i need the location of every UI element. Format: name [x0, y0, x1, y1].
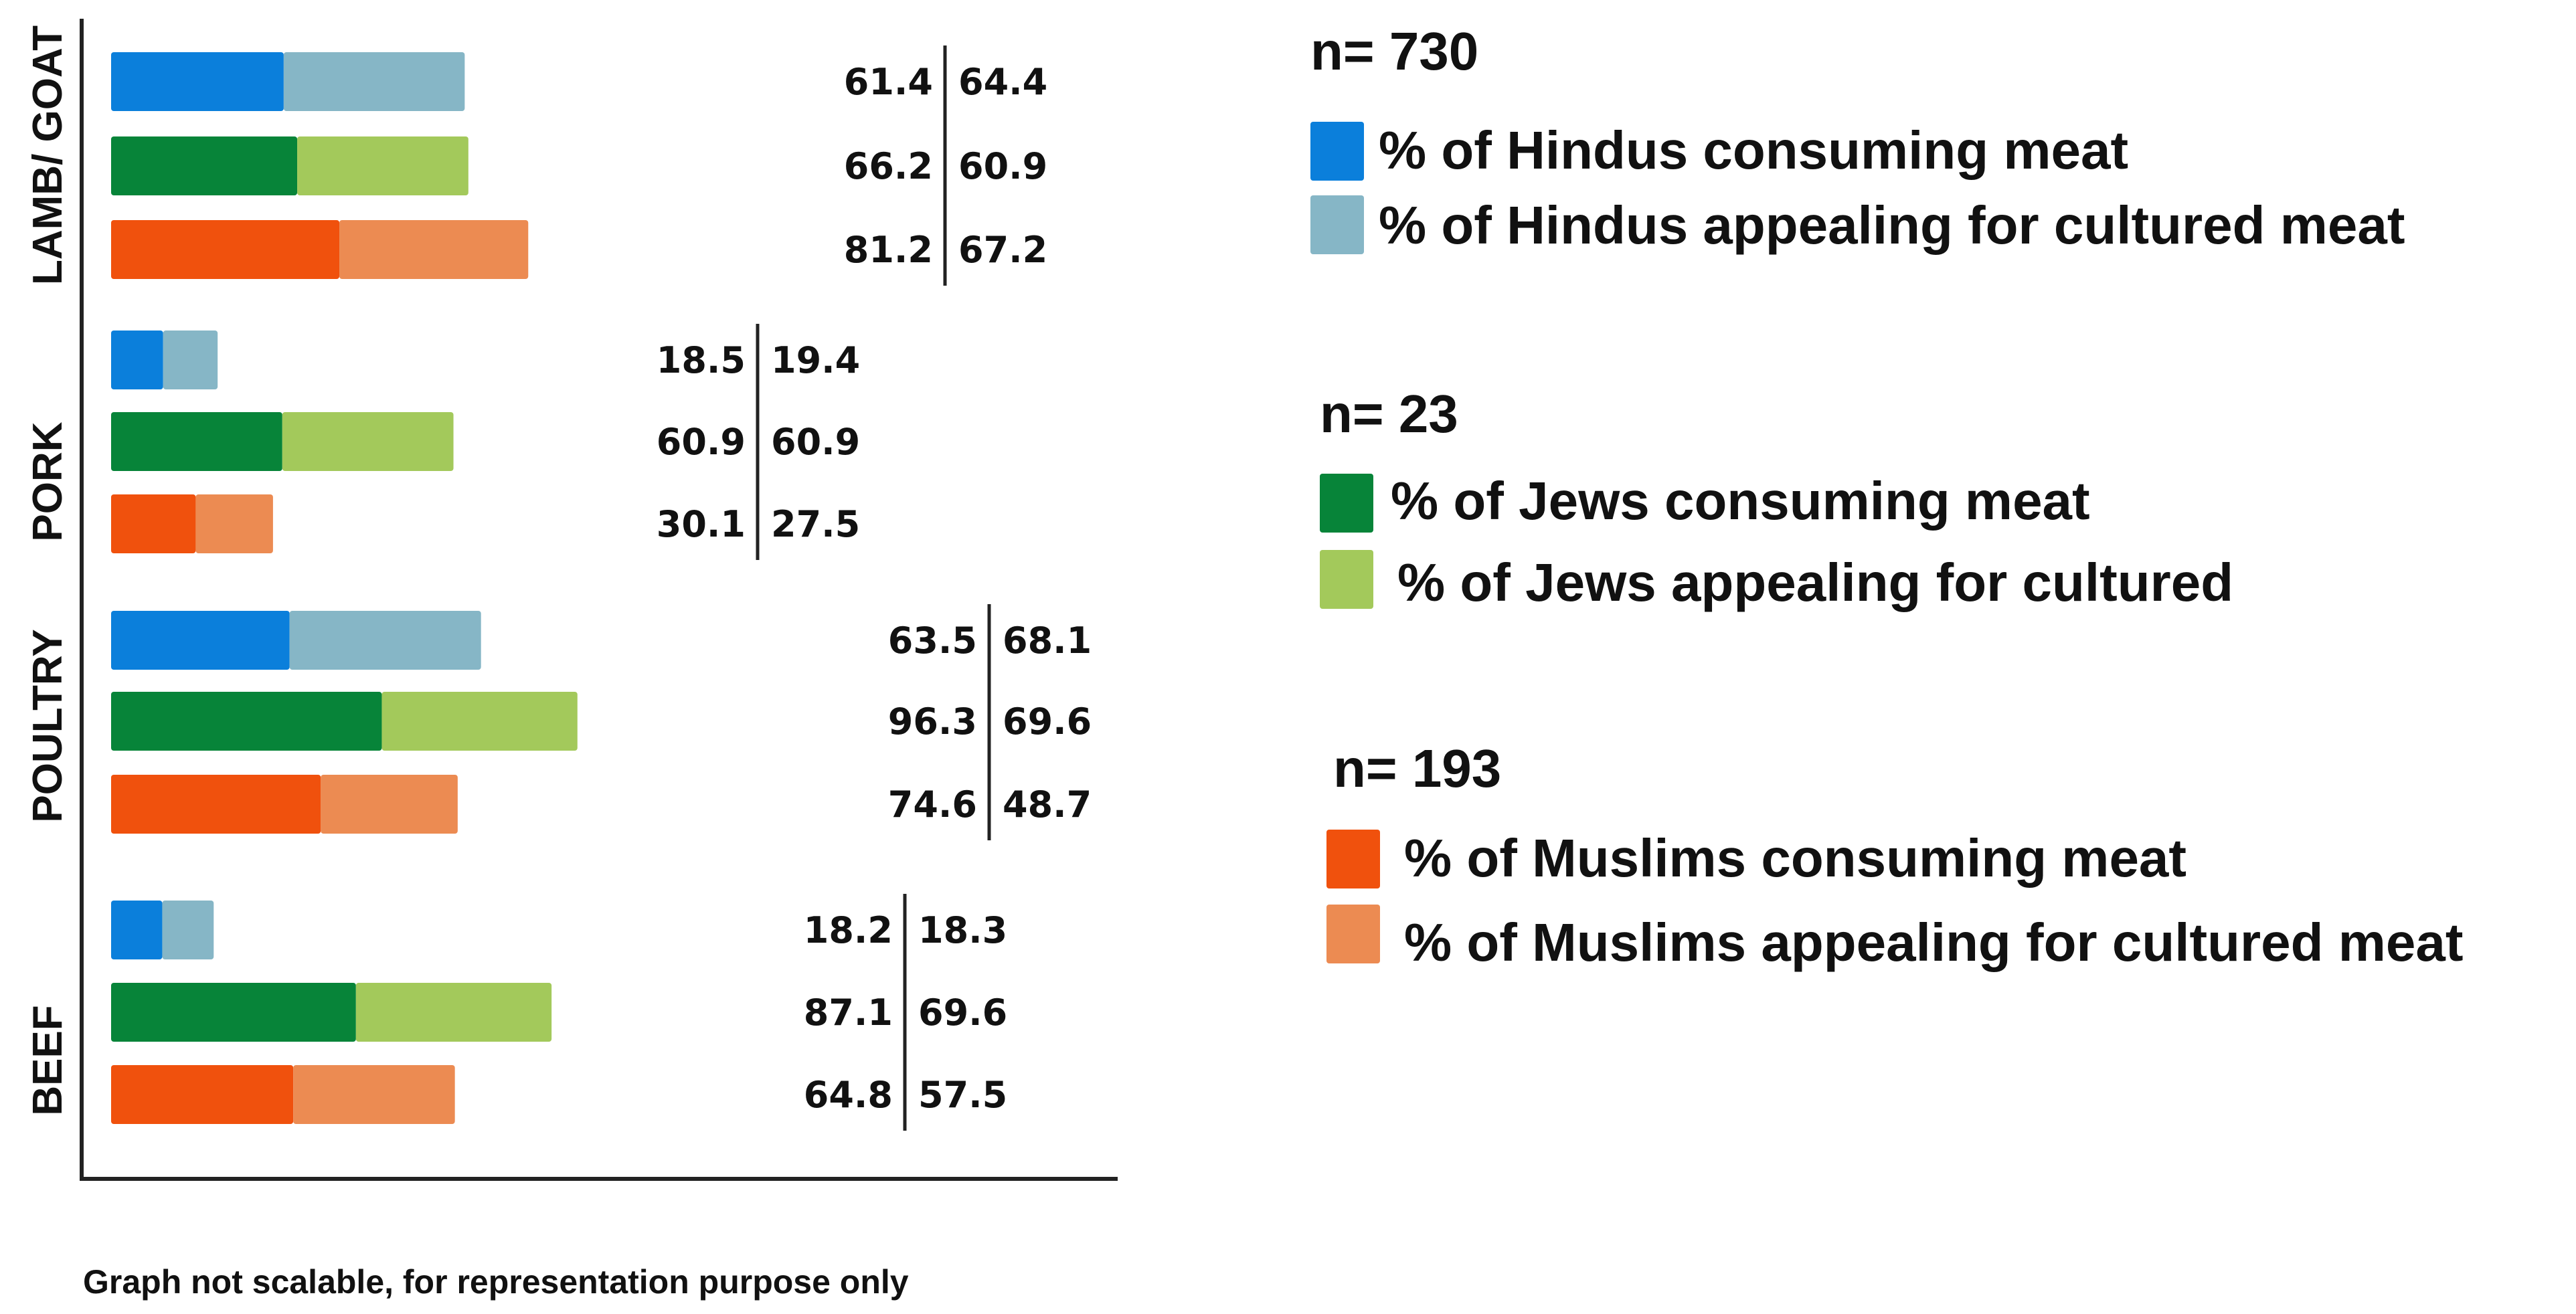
bar-beef-jews-appealing — [355, 983, 552, 1042]
bar-poultry-jews-appealing — [381, 692, 578, 751]
category-label-pork: PORK — [25, 421, 71, 541]
value-label-poultry-muslims-consuming: 74.6 — [888, 783, 977, 826]
value-label-lamb-goat-muslims-consuming: 81.2 — [844, 229, 933, 271]
legend-n-jews: n= 23 — [1320, 384, 1458, 444]
bar-lamb-goat-jews-appealing — [297, 136, 468, 195]
legend-label-hindus-consuming: % of Hindus consuming meat — [1379, 120, 2128, 180]
bar-poultry-hindus-appealing — [289, 611, 481, 670]
legend-n-muslims: n= 193 — [1333, 739, 1501, 798]
bar-lamb-goat-muslims-consuming — [111, 220, 340, 279]
value-label-beef-hindus-appealing: 18.3 — [918, 909, 1007, 951]
value-label-pork-hindus-consuming: 18.5 — [657, 339, 746, 381]
value-label-pork-muslims-consuming: 30.1 — [657, 503, 746, 545]
bar-pork-muslims-appealing — [195, 494, 273, 553]
legend-swatch-jews-consuming — [1320, 474, 1373, 533]
value-label-lamb-goat-hindus-appealing: 64.4 — [958, 61, 1047, 103]
value-labels: 61.4 64.4 66.2 60.9 81.2 67.2 18.5 19.4 60.9 60.9… — [657, 45, 1092, 1131]
bar-pork-hindus-appealing — [163, 331, 218, 389]
legend-n-hindus: n= 730 — [1310, 21, 1478, 81]
legend-swatch-hindus-appealing — [1310, 195, 1364, 254]
bar-beef-hindus-consuming — [111, 901, 163, 959]
value-label-poultry-jews-consuming: 96.3 — [888, 700, 977, 743]
value-label-pork-jews-consuming: 60.9 — [657, 421, 746, 463]
bar-beef-hindus-appealing — [162, 901, 214, 959]
footnote: Graph not scalable, for representation p… — [83, 1263, 909, 1301]
bar-lamb-goat-jews-consuming — [111, 136, 298, 195]
bar-beef-jews-consuming — [111, 983, 356, 1042]
legend-label-jews-appealing: % of Jews appealing for cultured — [1397, 553, 2233, 612]
legend-label-muslims-appealing: % of Muslims appealing for cultured meat — [1404, 913, 2463, 972]
legend-label-jews-consuming: % of Jews consuming meat — [1391, 471, 2090, 531]
bar-pork-muslims-consuming — [111, 494, 196, 553]
category-label-poultry: POULTRY — [25, 629, 71, 822]
value-label-beef-jews-consuming: 87.1 — [804, 992, 893, 1034]
bar-beef-muslims-appealing — [293, 1065, 455, 1124]
bar-pork-hindus-consuming — [111, 331, 163, 389]
bar-pork-jews-appealing — [282, 412, 454, 471]
legend: n= 730 % of Hindus consuming meat % of H… — [1310, 21, 2463, 972]
value-label-poultry-muslims-appealing: 48.7 — [1003, 783, 1092, 826]
legend-swatch-muslims-appealing — [1326, 905, 1380, 963]
bar-lamb-goat-hindus-appealing — [283, 52, 465, 111]
value-label-pork-hindus-appealing: 19.4 — [771, 339, 860, 381]
value-label-lamb-goat-muslims-appealing: 67.2 — [958, 229, 1047, 271]
bar-poultry-muslims-appealing — [321, 775, 458, 834]
legend-swatch-jews-appealing — [1320, 550, 1373, 609]
bar-poultry-hindus-consuming — [111, 611, 290, 670]
value-label-lamb-goat-hindus-consuming: 61.4 — [844, 61, 933, 103]
bar-poultry-jews-consuming — [111, 692, 382, 751]
value-label-beef-jews-appealing: 69.6 — [918, 992, 1007, 1034]
value-label-beef-hindus-consuming: 18.2 — [804, 909, 893, 951]
value-label-poultry-hindus-appealing: 68.1 — [1003, 620, 1092, 662]
value-label-pork-jews-appealing: 60.9 — [771, 421, 860, 463]
bar-beef-muslims-consuming — [111, 1065, 294, 1124]
legend-swatch-hindus-consuming — [1310, 122, 1364, 181]
value-label-lamb-goat-jews-appealing: 60.9 — [958, 145, 1047, 187]
legend-label-hindus-appealing: % of Hindus appealing for cultured meat — [1379, 195, 2405, 255]
legend-swatch-muslims-consuming — [1326, 830, 1380, 888]
value-label-poultry-jews-appealing: 69.6 — [1003, 700, 1092, 743]
legend-label-muslims-consuming: % of Muslims consuming meat — [1404, 828, 2186, 888]
bars — [111, 52, 578, 1124]
value-label-poultry-hindus-consuming: 63.5 — [888, 620, 977, 662]
bar-pork-jews-consuming — [111, 412, 282, 471]
value-label-beef-muslims-appealing: 57.5 — [918, 1074, 1007, 1116]
bar-lamb-goat-hindus-consuming — [111, 52, 284, 111]
category-label-beef: BEEF — [25, 1005, 71, 1115]
bar-lamb-goat-muslims-appealing — [339, 220, 529, 279]
value-label-pork-muslims-appealing: 27.5 — [771, 503, 860, 545]
category-label-lamb-goat: LAMB/ GOAT — [25, 25, 71, 285]
value-label-lamb-goat-jews-consuming: 66.2 — [844, 145, 933, 187]
value-label-beef-muslims-consuming: 64.8 — [804, 1074, 893, 1116]
bar-poultry-muslims-consuming — [111, 775, 321, 834]
